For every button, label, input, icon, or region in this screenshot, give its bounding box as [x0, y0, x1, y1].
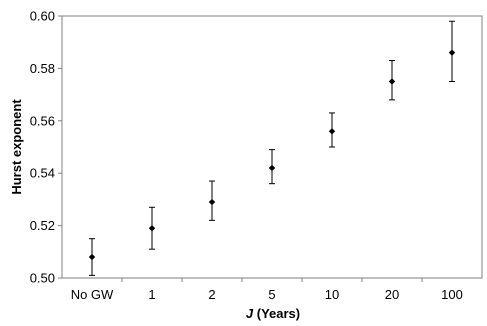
data-point [268, 164, 276, 172]
x-axis-title: J (Years) [246, 306, 300, 321]
data-point [388, 78, 396, 85]
x-tick-label: 20 [385, 287, 399, 302]
y-tick-label: 0.54 [30, 166, 55, 181]
x-tick-label: 1 [148, 287, 155, 302]
y-tick-label: 0.52 [30, 218, 55, 233]
y-tick-label: 0.58 [30, 61, 55, 76]
x-tick-label: 10 [325, 287, 339, 302]
x-tick-label: 5 [268, 287, 275, 302]
data-point [148, 225, 156, 232]
y-tick-label: 0.60 [30, 9, 55, 24]
data-points [88, 49, 456, 261]
data-point [208, 198, 216, 206]
data-point [88, 253, 96, 261]
x-tick-label: No GW [71, 287, 114, 302]
plot-area [61, 15, 483, 279]
data-point [328, 128, 336, 135]
y-axis: 0.50 0.52 0.54 0.56 0.58 0.60 [30, 9, 62, 286]
data-point [448, 49, 456, 56]
x-axis-title-variable: J [246, 306, 254, 321]
x-axis: No GW 1 2 5 10 20 100 [71, 278, 463, 302]
y-tick-label: 0.50 [30, 271, 55, 286]
x-tick-label: 2 [208, 287, 215, 302]
y-tick-label: 0.56 [30, 113, 55, 128]
x-tick-label: 100 [441, 287, 463, 302]
x-axis-title-units: (Years) [253, 306, 300, 321]
y-axis-title: Hurst exponent [9, 99, 24, 195]
